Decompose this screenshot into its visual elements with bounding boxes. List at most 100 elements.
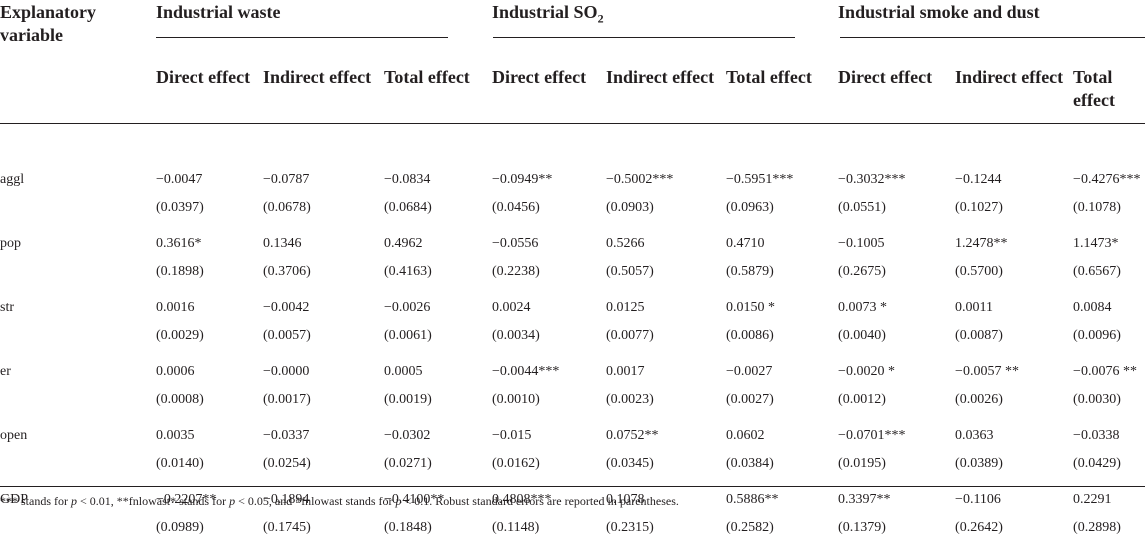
table-row: (0.0029) (0.0057) (0.0061) (0.0034) (0.0077)… bbox=[0, 318, 1145, 346]
std-error-cell: (0.6567) bbox=[1073, 264, 1121, 279]
std-error-cell: (0.0077) bbox=[606, 328, 654, 343]
coefficient-cell: −0.0026 bbox=[384, 300, 431, 315]
coefficient-cell: 0.1078 bbox=[606, 492, 645, 507]
coefficient-cell: 0.1346 bbox=[263, 236, 302, 251]
coefficient-cell: −0.4100** bbox=[384, 492, 445, 507]
table-row: (0.0008) (0.0017) (0.0019) (0.0010) (0.0023)… bbox=[0, 382, 1145, 410]
coefficient-cell: −0.0047 bbox=[156, 172, 203, 187]
coefficient-cell: −0.2207** bbox=[156, 492, 217, 507]
coefficient-cell: −0.0949** bbox=[492, 172, 553, 187]
coefficient-cell: −0.0044*** bbox=[492, 364, 560, 379]
std-error-cell: (0.3706) bbox=[263, 264, 311, 279]
group-header-row: Explanatory variable Industrial waste In… bbox=[0, 0, 1145, 47]
std-error-cell: (0.0195) bbox=[838, 456, 886, 471]
coefficient-cell: −0.5951*** bbox=[726, 172, 794, 187]
coefficient-cell: 0.0035 bbox=[156, 428, 195, 443]
std-error-cell: (0.0012) bbox=[838, 392, 886, 407]
coefficient-cell: 0.0084 bbox=[1073, 300, 1112, 315]
coefficient-cell: −0.1894 bbox=[263, 492, 310, 507]
group-header-industrial-so2: Industrial SO2 bbox=[492, 2, 604, 26]
coefficient-cell: 0.0073 * bbox=[838, 300, 888, 315]
coefficient-cell: −0.0338 bbox=[1073, 428, 1120, 443]
table-row: (0.0989) (0.1745) (0.1848) (0.1148) (0.2315)… bbox=[0, 510, 1145, 538]
effect-header-indirect: Indirect effect bbox=[606, 67, 715, 87]
std-error-cell: (0.0040) bbox=[838, 328, 886, 343]
coefficient-cell: −0.0556 bbox=[492, 236, 539, 251]
coefficient-cell: 0.4808*** bbox=[492, 492, 552, 507]
coefficient-cell: 0.2291 bbox=[1073, 492, 1112, 507]
std-error-cell: (0.0397) bbox=[156, 200, 204, 215]
variable-name: aggl bbox=[0, 172, 25, 187]
coefficient-cell: −0.015 bbox=[492, 428, 532, 443]
coefficient-cell: −0.4276*** bbox=[1073, 172, 1141, 187]
std-error-cell: (0.1898) bbox=[156, 264, 204, 279]
table-row: (0.0397) (0.0678) (0.0684) (0.0456) (0.0903)… bbox=[0, 190, 1145, 218]
std-error-cell: (0.0029) bbox=[156, 328, 204, 343]
coefficient-cell: −0.1005 bbox=[838, 236, 885, 251]
coefficient-cell: 0.0005 bbox=[384, 364, 423, 379]
std-error-cell: (0.2582) bbox=[726, 520, 774, 535]
table-row: open 0.0035 −0.0337 −0.0302 −0.015 0.0752** 0.… bbox=[0, 410, 1145, 446]
coefficient-cell: 0.5886** bbox=[726, 492, 779, 507]
std-error-cell: (0.0254) bbox=[263, 456, 311, 471]
coefficient-cell: 0.5266 bbox=[606, 236, 645, 251]
effect-header-direct: Direct effect bbox=[838, 67, 933, 87]
coefficient-cell: −0.5002*** bbox=[606, 172, 674, 187]
std-error-cell: (0.0061) bbox=[384, 328, 432, 343]
coefficient-cell: 0.0006 bbox=[156, 364, 195, 379]
coefficient-cell: −0.3032*** bbox=[838, 172, 906, 187]
std-error-cell: (0.0034) bbox=[492, 328, 540, 343]
std-error-cell: (0.0271) bbox=[384, 456, 432, 471]
std-error-cell: (0.0456) bbox=[492, 200, 540, 215]
coefficient-cell: 0.0125 bbox=[606, 300, 645, 315]
std-error-cell: (0.0026) bbox=[955, 392, 1003, 407]
coefficient-cell: 1.1473* bbox=[1073, 236, 1119, 251]
std-error-cell: (0.4163) bbox=[384, 264, 432, 279]
header-rule bbox=[0, 123, 1145, 124]
coefficient-cell: 0.0024 bbox=[492, 300, 531, 315]
std-error-cell: (0.0162) bbox=[492, 456, 540, 471]
coefficient-cell: −0.1244 bbox=[955, 172, 1002, 187]
std-error-cell: (0.0087) bbox=[955, 328, 1003, 343]
std-error-cell: (0.0429) bbox=[1073, 456, 1121, 471]
std-error-cell: (0.0010) bbox=[492, 392, 540, 407]
std-error-cell: (0.1027) bbox=[955, 200, 1003, 215]
std-error-cell: (0.0989) bbox=[156, 520, 204, 535]
coefficient-cell: 0.3616* bbox=[156, 236, 202, 251]
std-error-cell: (0.0963) bbox=[726, 200, 774, 215]
group-underline bbox=[156, 37, 448, 38]
table-row: aggl −0.0047 −0.0787 −0.0834 −0.0949** −0.500… bbox=[0, 154, 1145, 190]
coefficient-cell: −0.0302 bbox=[384, 428, 431, 443]
std-error-cell: (0.0008) bbox=[156, 392, 204, 407]
effect-header-total: Total effect bbox=[726, 67, 812, 87]
table-footnote: *** stands for p < 0.01, **fnlowast* sta… bbox=[0, 494, 679, 508]
coefficient-cell: −0.0042 bbox=[263, 300, 310, 315]
effect-header-direct: Direct effect bbox=[156, 67, 251, 87]
std-error-cell: (0.0030) bbox=[1073, 392, 1121, 407]
table-row: pop 0.3616* 0.1346 0.4962 −0.0556 0.5266 0.471… bbox=[0, 218, 1145, 254]
coefficient-cell: −0.0701*** bbox=[838, 428, 906, 443]
std-error-cell: (0.0096) bbox=[1073, 328, 1121, 343]
effect-header-total: Total effect bbox=[1073, 67, 1115, 110]
std-error-cell: (0.2238) bbox=[492, 264, 540, 279]
table-row: GDP −0.2207** −0.1894 −0.4100** 0.4808*** 0.1… bbox=[0, 474, 1145, 510]
std-error-cell: (0.1745) bbox=[263, 520, 311, 535]
coefficient-cell: 0.0363 bbox=[955, 428, 994, 443]
effect-header-total: Total effect bbox=[384, 67, 470, 87]
std-error-cell: (0.0678) bbox=[263, 200, 311, 215]
coefficient-cell: 0.3397** bbox=[838, 492, 891, 507]
std-error-cell: (0.0023) bbox=[606, 392, 654, 407]
group-underline bbox=[840, 37, 1145, 38]
coefficient-cell: −0.0020 * bbox=[838, 364, 895, 379]
std-error-cell: (0.1078) bbox=[1073, 200, 1121, 215]
group-header-industrial-smoke-dust: Industrial smoke and dust bbox=[838, 2, 1040, 22]
std-error-cell: (0.0017) bbox=[263, 392, 311, 407]
group-underline bbox=[493, 37, 795, 38]
coefficient-cell: −0.0337 bbox=[263, 428, 310, 443]
std-error-cell: (0.0551) bbox=[838, 200, 886, 215]
std-error-cell: (0.0019) bbox=[384, 392, 432, 407]
std-error-cell: (0.2642) bbox=[955, 520, 1003, 535]
effect-header-direct: Direct effect bbox=[492, 67, 587, 87]
coefficient-cell: −0.0834 bbox=[384, 172, 431, 187]
